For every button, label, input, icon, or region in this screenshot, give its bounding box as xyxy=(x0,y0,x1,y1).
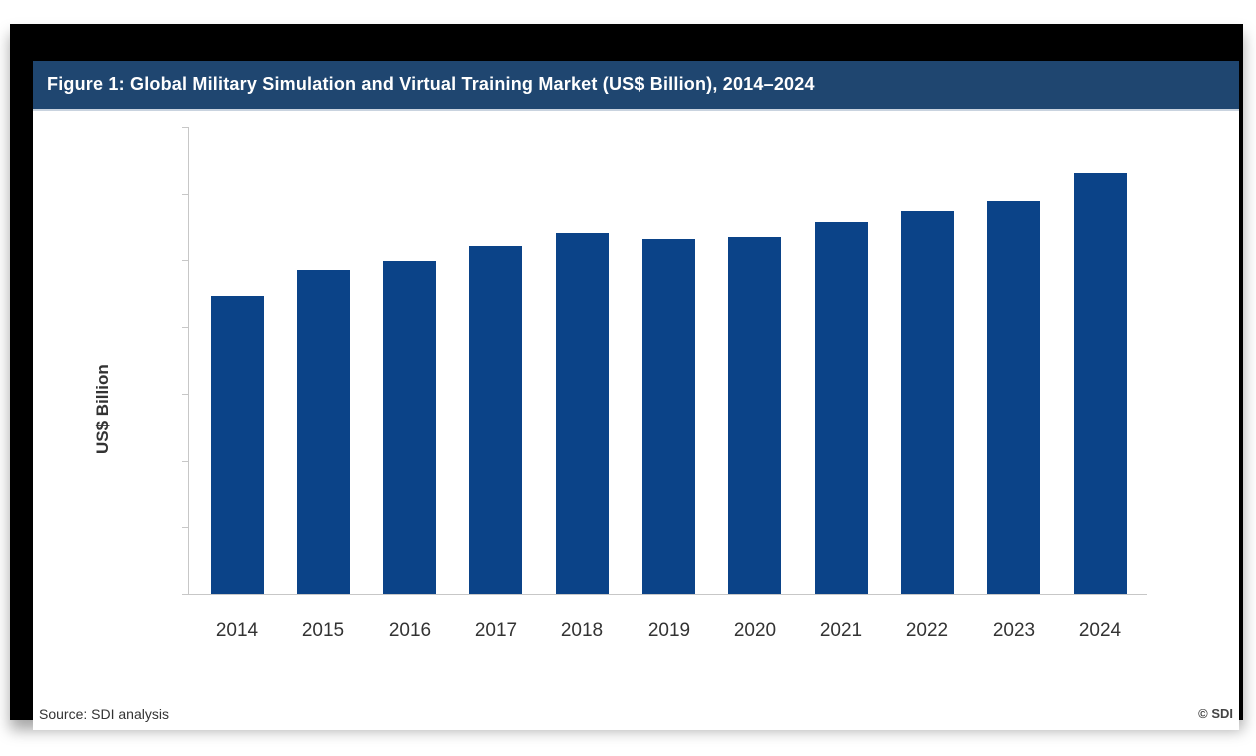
bar-2014 xyxy=(211,296,264,594)
bar-2024 xyxy=(1074,173,1127,594)
x-axis-label: 2018 xyxy=(560,620,604,641)
x-axis-label: 2016 xyxy=(388,620,432,641)
y-axis-tick xyxy=(182,594,188,595)
x-axis-label: 2021 xyxy=(819,620,863,641)
bar-2016 xyxy=(383,261,436,594)
figure-title: Figure 1: Global Military Simulation and… xyxy=(47,74,815,94)
x-axis-label: 2022 xyxy=(905,620,949,641)
x-axis-label: 2015 xyxy=(301,620,345,641)
bar-2022 xyxy=(901,211,954,594)
y-axis-tick xyxy=(182,527,188,528)
x-axis-label: 2017 xyxy=(474,620,518,641)
bar-2018 xyxy=(556,233,609,594)
y-axis-tick xyxy=(182,260,188,261)
bar-2023 xyxy=(987,201,1040,594)
bar-2015 xyxy=(297,270,350,594)
y-axis-line xyxy=(188,127,189,594)
x-axis-label: 2023 xyxy=(992,620,1036,641)
copyright-note: © SDI xyxy=(1198,706,1233,721)
x-axis-label: 2019 xyxy=(647,620,691,641)
x-axis-label: 2024 xyxy=(1078,620,1122,641)
y-axis-tick xyxy=(182,461,188,462)
y-axis-label: US$ Billion xyxy=(93,364,112,454)
figure-panel: Figure 1: Global Military Simulation and… xyxy=(33,61,1239,730)
x-axis-label: 2014 xyxy=(215,620,259,641)
bar-2020 xyxy=(728,237,781,594)
x-axis-label: 2020 xyxy=(733,620,777,641)
y-axis-tick xyxy=(182,194,188,195)
x-axis-line xyxy=(188,594,1147,595)
y-axis-tick xyxy=(182,127,188,128)
bar-2019 xyxy=(642,239,695,594)
bar-chart: US$ Billion 2014 2015 2016 2017 2018 2019 2020… xyxy=(33,61,1239,730)
bar-2017 xyxy=(469,246,522,594)
source-note: Source: SDI analysis xyxy=(39,706,169,722)
bar-2021 xyxy=(815,222,868,594)
figure-title-bar: Figure 1: Global Military Simulation and… xyxy=(33,61,1239,111)
y-axis-tick xyxy=(182,327,188,328)
y-axis-tick xyxy=(182,394,188,395)
figure-frame: Figure 1: Global Military Simulation and… xyxy=(10,24,1243,730)
